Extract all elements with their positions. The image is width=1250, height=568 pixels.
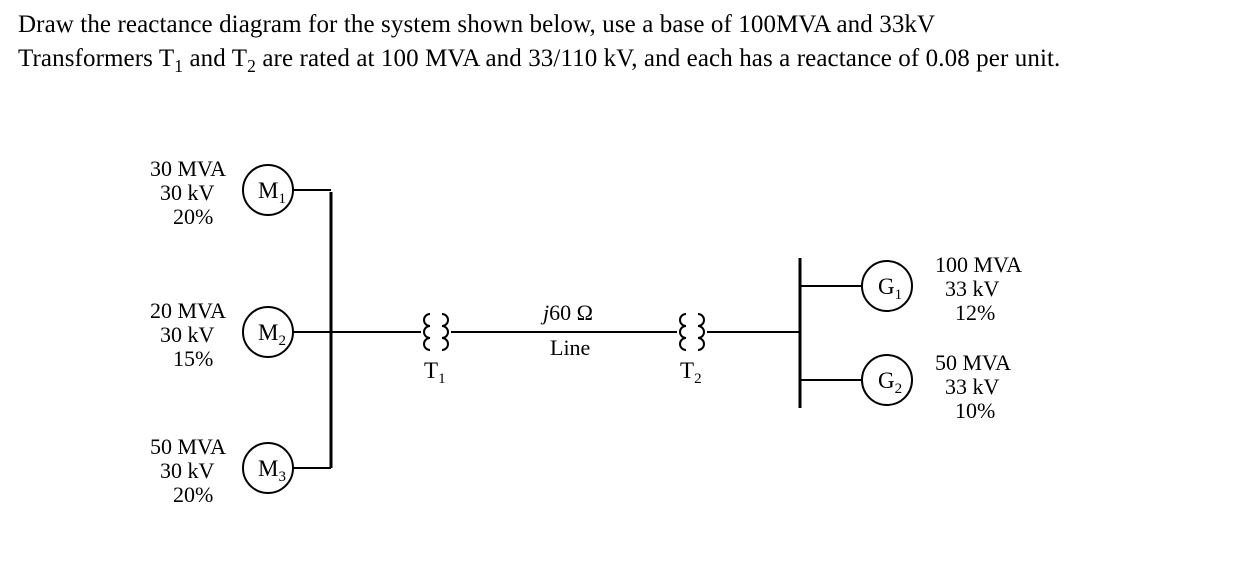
g2-sub: 2 (895, 381, 903, 397)
line-impedance-rest: 60 Ω (549, 300, 593, 325)
line-impedance-j: j (540, 300, 549, 325)
svg-text:M3: M3 (258, 456, 286, 485)
t1-label-group: T1 (424, 358, 446, 387)
m2-rating-1: 20 MVA (150, 298, 226, 323)
m1-rating-1: 30 MVA (150, 156, 226, 181)
reactance-diagram: M1 30 MVA 30 kV 20% M2 20 MVA 30 kV 15% … (0, 0, 1250, 568)
svg-text:G1: G1 (878, 274, 902, 303)
machine-m3: M3 (243, 443, 331, 493)
t2-label-group: T2 (680, 358, 702, 387)
g2-rating-2: 33 kV (945, 374, 1000, 399)
m1-label: M (258, 178, 278, 203)
g2-rating-3: 10% (955, 398, 995, 423)
generator-g2: G2 (800, 355, 912, 405)
t1-label: T (424, 358, 438, 383)
m1-rating-2: 30 kV (160, 180, 215, 205)
m2-rating-2: 30 kV (160, 322, 215, 347)
m1-rating-3: 20% (173, 204, 213, 229)
transformer-t1 (424, 314, 448, 350)
transformer-t2 (680, 314, 704, 350)
m3-rating-1: 50 MVA (150, 434, 226, 459)
m1-sub: 1 (278, 191, 286, 207)
g1-rating-3: 12% (955, 300, 995, 325)
line-label: Line (550, 335, 590, 360)
machine-m2: M2 (243, 307, 331, 357)
m3-label: M (258, 456, 278, 481)
g1-sub: 1 (895, 287, 903, 303)
m2-label: M (258, 320, 278, 345)
g1-rating-2: 33 kV (945, 276, 1000, 301)
m2-sub: 2 (278, 333, 286, 349)
t1-sub: 1 (438, 371, 446, 387)
svg-text:G2: G2 (878, 368, 902, 397)
m3-rating-3: 20% (173, 482, 213, 507)
m3-rating-2: 30 kV (160, 458, 215, 483)
m2-rating-3: 15% (173, 346, 213, 371)
g1-label: G (878, 274, 895, 299)
svg-text:M1: M1 (258, 178, 286, 207)
generator-g1: G1 (800, 261, 912, 311)
g2-label: G (878, 368, 895, 393)
g1-rating-1: 100 MVA (935, 252, 1022, 277)
svg-text:M2: M2 (258, 320, 286, 349)
m3-sub: 3 (278, 469, 286, 485)
g2-rating-1: 50 MVA (935, 350, 1011, 375)
t2-sub: 2 (694, 371, 702, 387)
line-impedance: j60 Ω (540, 300, 593, 325)
t2-label: T (680, 358, 694, 383)
machine-m1: M1 (243, 165, 331, 215)
